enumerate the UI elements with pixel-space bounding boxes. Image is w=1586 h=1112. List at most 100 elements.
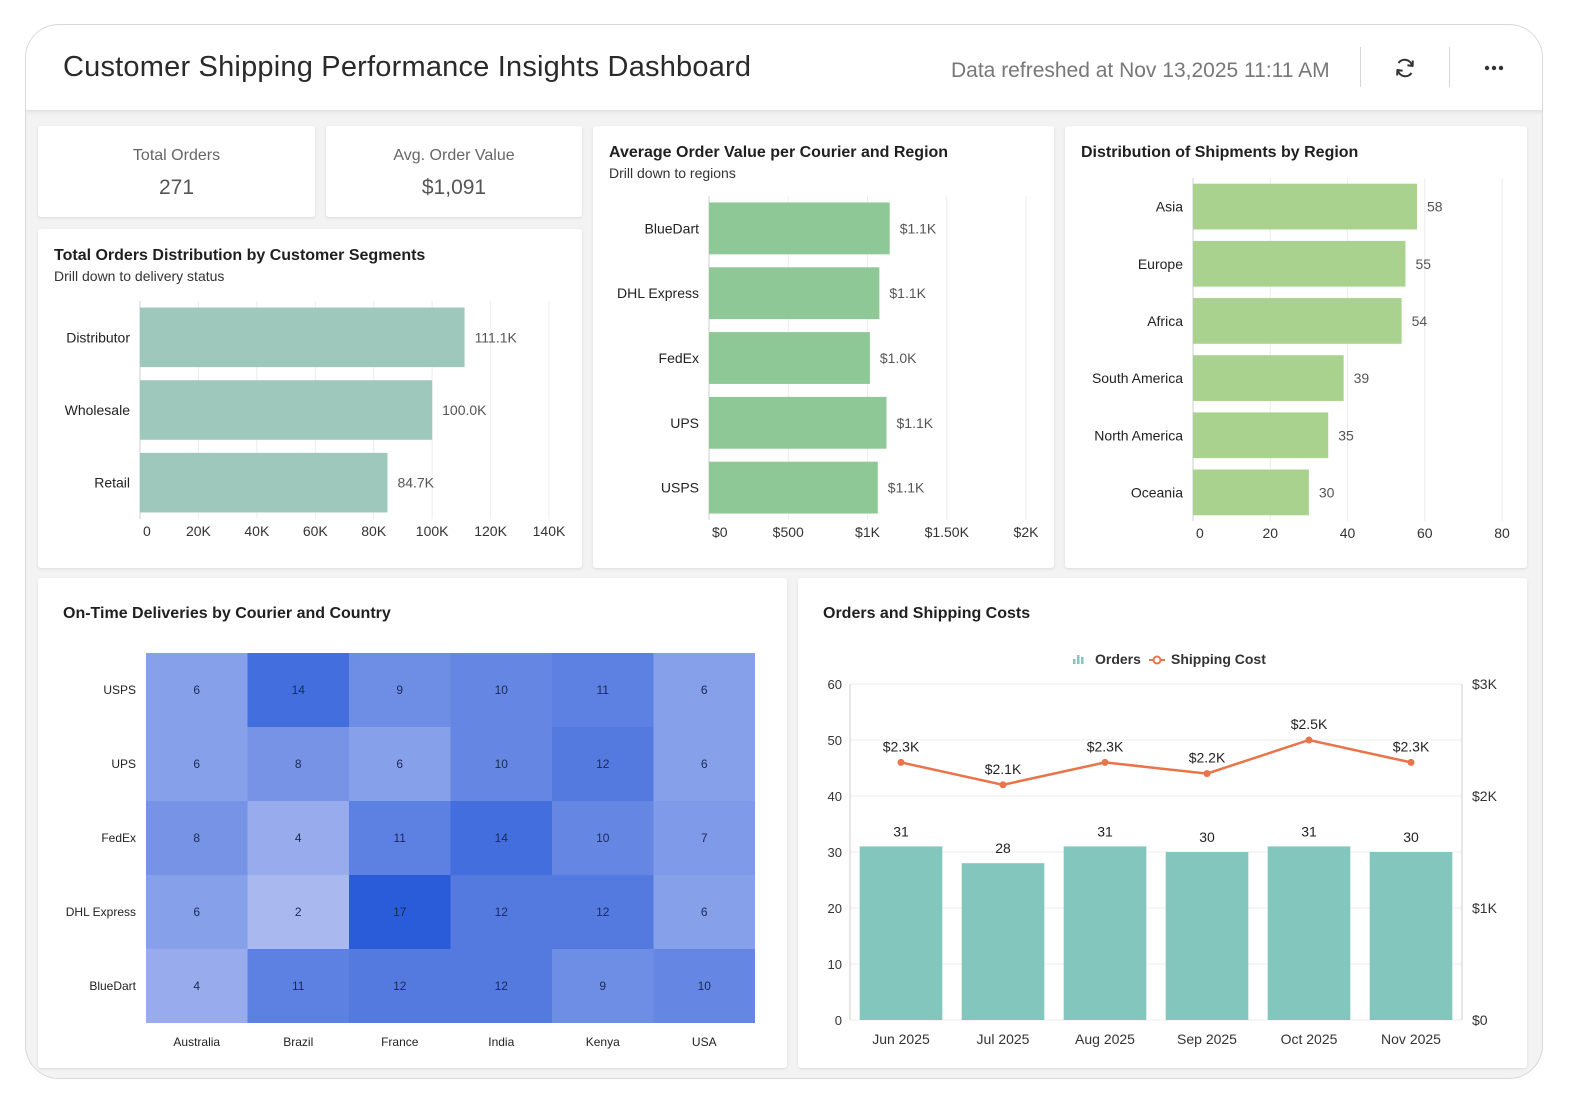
line-point [1101, 758, 1109, 766]
bar [709, 461, 878, 514]
data-label: 100.0K [442, 402, 487, 418]
x-tick-label: 80 [1494, 525, 1510, 541]
column-label: India [488, 1035, 514, 1049]
heatmap-cell [653, 801, 755, 875]
category-label: Retail [94, 475, 130, 491]
column-label: Brazil [283, 1035, 313, 1049]
x-tick-label: Jun 2025 [872, 1031, 930, 1047]
heatmap-cell [653, 727, 755, 801]
x-tick-label: 60K [303, 523, 329, 539]
category-label: BlueDart [645, 220, 700, 236]
bar [709, 396, 887, 449]
heatmap-cell [349, 653, 451, 727]
x-tick-label: $2K [1014, 524, 1040, 540]
legend-orders-icon [1073, 659, 1076, 664]
cell-value: 4 [295, 831, 302, 845]
heatmap-cell [146, 875, 248, 949]
cell-value: 4 [193, 979, 200, 993]
column-label: France [381, 1035, 419, 1049]
bar-data-label: 30 [1199, 829, 1215, 845]
x-tick-label: 120K [474, 523, 507, 539]
chart-title: On-Time Deliveries by Courier and Countr… [63, 605, 391, 622]
bar [961, 863, 1045, 1020]
x-tick-label: Aug 2025 [1075, 1031, 1135, 1047]
legend-orders-icon [1081, 657, 1084, 664]
ontime-card: On-Time Deliveries by Courier and Countr… [38, 578, 787, 1068]
legend-label: Orders [1095, 651, 1141, 667]
cell-value: 14 [495, 831, 509, 845]
data-label: 30 [1319, 484, 1335, 500]
regions-chart[interactable]: 0 20 40 60 80 Asia 58 Europe 55 Africa 54 South Ame… [1065, 126, 1527, 568]
category-label: Asia [1156, 199, 1183, 215]
ontime-heatmap[interactable]: 6 14 9 10 11 6 6 8 6 10 12 6 8 4 11 14 10 7 6 2 17 12 12 6 4 11 12… [38, 578, 787, 1068]
right-tick-label: $0 [1472, 1012, 1488, 1028]
left-tick-label: 60 [828, 677, 842, 692]
kpi-value: 271 [158, 176, 195, 199]
left-tick-label: 20 [828, 901, 842, 916]
orders-shipping-chart[interactable]: 0 10 20 30 40 50 60 $0 $1K $2K $3K 31 Jun 2025 28 Jul … [798, 578, 1527, 1068]
bar-data-label: 31 [893, 823, 909, 839]
costs-card: Orders and Shipping Costs 0 10 20 30 40 50 60 $… [798, 578, 1527, 1068]
heatmap-cell [653, 653, 755, 727]
right-tick-label: $3K [1472, 676, 1498, 692]
heatmap-cell [552, 727, 654, 801]
heatmap-cell [653, 949, 755, 1023]
header-divider [1360, 47, 1361, 87]
bar-data-label: 31 [1301, 823, 1317, 839]
x-tick-label: 40K [244, 523, 270, 539]
x-tick-label: 40 [1340, 525, 1356, 541]
bar-data-label: 31 [1097, 823, 1113, 839]
bar-data-label: 28 [995, 840, 1011, 856]
right-tick-label: $2K [1472, 788, 1498, 804]
cell-value: 8 [193, 831, 200, 845]
data-label: $1.1K [900, 220, 937, 236]
cell-value: 6 [701, 757, 708, 771]
data-label: 35 [1338, 427, 1354, 443]
bar-data-label: 30 [1403, 829, 1419, 845]
header-divider [1449, 47, 1450, 87]
x-tick-label: 0 [143, 523, 151, 539]
right-tick-label: $1K [1472, 900, 1498, 916]
x-tick-label: $1.50K [925, 524, 970, 540]
heatmap-cell [552, 653, 654, 727]
line-point [999, 781, 1007, 789]
line-point [897, 758, 905, 766]
chart-subtitle: Drill down to delivery status [54, 268, 225, 284]
cell-value: 6 [193, 757, 200, 771]
x-tick-label: 80K [361, 523, 387, 539]
category-label: South America [1092, 370, 1183, 386]
data-label: 54 [1412, 313, 1428, 329]
x-tick-label: 20K [186, 523, 212, 539]
cell-value: 7 [701, 831, 708, 845]
more-options-button[interactable] [1477, 51, 1511, 85]
line-point [1203, 770, 1211, 778]
cell-value: 10 [495, 757, 509, 771]
kpi-total-orders[interactable]: Total Orders 271 [38, 126, 315, 217]
category-label: FedEx [659, 350, 699, 366]
cell-value: 10 [698, 979, 712, 993]
row-label: FedEx [101, 831, 136, 845]
column-label: Australia [173, 1035, 220, 1049]
category-label: Wholesale [65, 402, 131, 418]
line-data-label: $2.2K [1189, 750, 1226, 766]
cell-value: 6 [193, 905, 200, 919]
shipping-cost-line [900, 738, 1412, 787]
category-label: Oceania [1131, 484, 1183, 500]
cell-value: 11 [394, 831, 407, 845]
kpi-avg-order-value[interactable]: Avg. Order Value $1,091 [326, 126, 582, 217]
bar [709, 202, 890, 255]
heatmap-cell [450, 949, 552, 1023]
x-tick-label: 100K [416, 523, 449, 539]
refresh-button[interactable] [1388, 51, 1422, 85]
heatmap-cell [450, 875, 552, 949]
x-tick-label: Sep 2025 [1177, 1031, 1237, 1047]
x-tick-label: $500 [773, 524, 804, 540]
heatmap-cell [450, 653, 552, 727]
bar [1193, 355, 1344, 401]
segments-chart[interactable]: 0 20K 40K 60K 80K 100K 120K 140K Distributor 111.… [38, 229, 582, 568]
heatmap-cell [247, 801, 349, 875]
heatmap-cell [146, 653, 248, 727]
avg-order-chart[interactable]: $0 $500 $1K $1.50K $2K BlueDart $1.1K DHL Expre… [593, 126, 1054, 568]
cell-value: 8 [295, 757, 302, 771]
cell-value: 6 [396, 757, 403, 771]
